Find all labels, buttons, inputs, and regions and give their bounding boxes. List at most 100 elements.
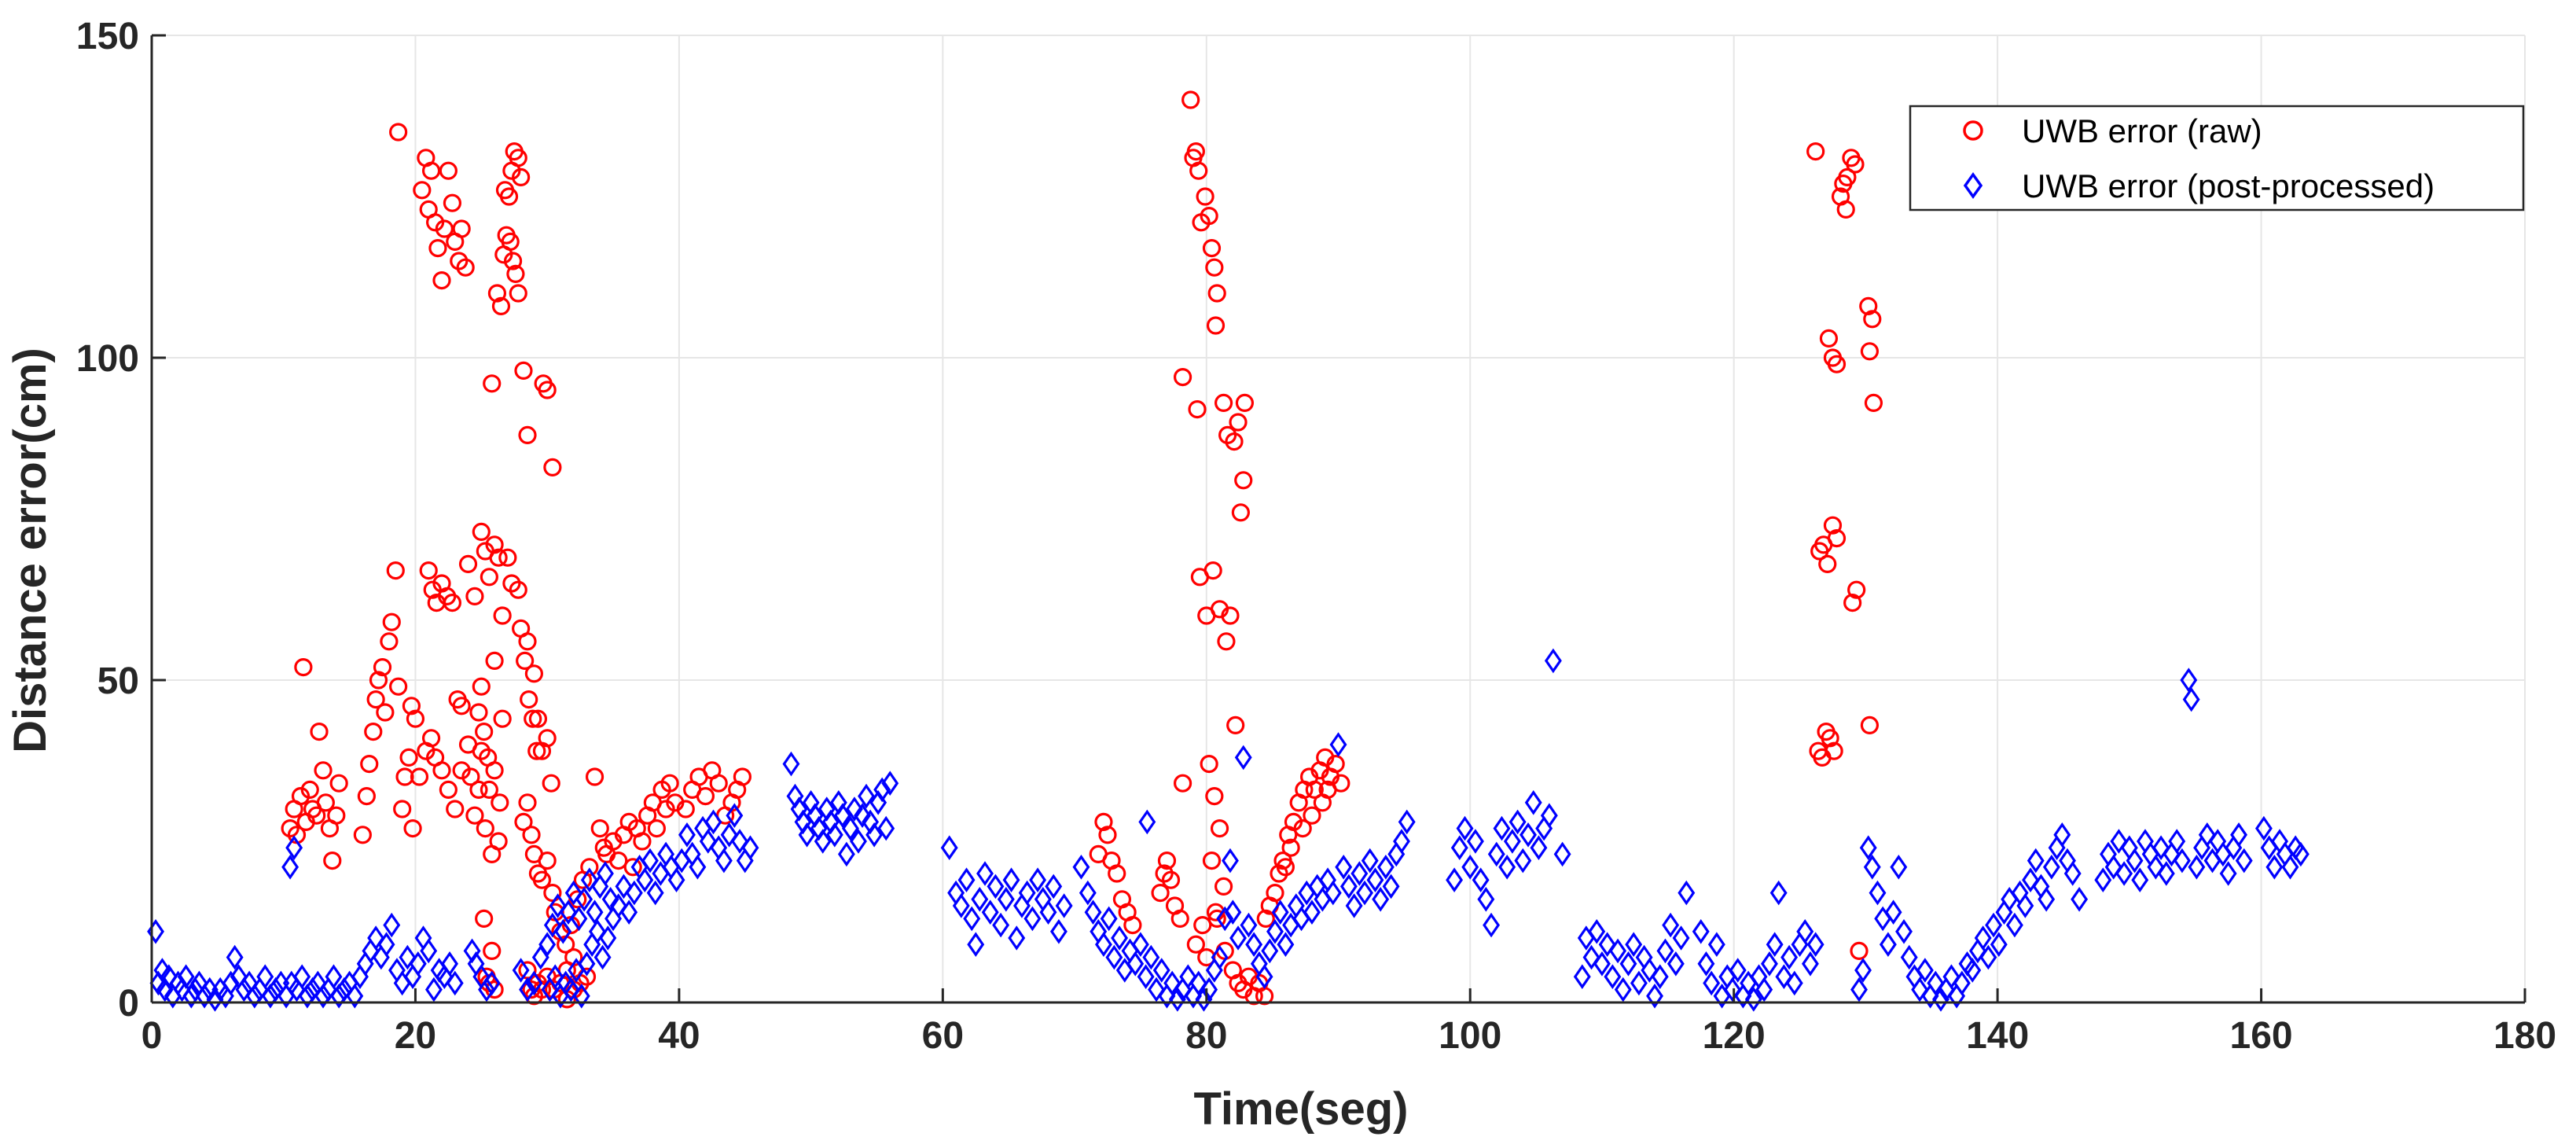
post-processed-error-point (1137, 964, 1155, 990)
raw-error-point (472, 522, 491, 542)
raw-error-point (623, 858, 642, 877)
raw-error-point (382, 612, 401, 631)
raw-error-point (1256, 909, 1275, 929)
post-processed-error-point (186, 977, 204, 1002)
post-processed-error-point (1964, 958, 1982, 983)
post-processed-error-point (2235, 848, 2253, 874)
post-processed-error-point (992, 912, 1010, 938)
post-processed-error-point (814, 829, 832, 854)
post-processed-error-point (1131, 932, 1149, 958)
raw-error-point (538, 851, 557, 870)
post-processed-error-point (1651, 964, 1669, 990)
raw-error-point (357, 786, 376, 806)
raw-error-point (1170, 909, 1189, 929)
post-processed-error-point (572, 983, 590, 1009)
post-processed-error-point (554, 918, 572, 944)
post-processed-error-point (543, 912, 561, 938)
raw-error-point (323, 851, 342, 870)
post-processed-error-point (1002, 867, 1020, 893)
post-processed-error-point (715, 848, 733, 874)
raw-error-point (465, 587, 484, 606)
post-processed-error-point (2173, 848, 2191, 874)
post-processed-error-point (2053, 822, 2071, 848)
post-processed-error-point (1625, 932, 1643, 958)
raw-error-point (1818, 554, 1837, 574)
raw-error-point (469, 780, 488, 800)
post-processed-error-point (1148, 977, 1165, 1002)
post-processed-error-point (963, 906, 981, 932)
post-processed-error-point (609, 893, 627, 918)
raw-error-point (1860, 715, 1880, 735)
post-processed-error-point (1079, 880, 1097, 906)
post-processed-error-point (1916, 958, 1934, 983)
raw-error-point (364, 722, 383, 741)
post-processed-error-point (1927, 970, 1945, 996)
legend-post-marker (1963, 171, 1983, 200)
post-processed-error-point (873, 777, 891, 803)
post-processed-error-point (1234, 745, 1252, 771)
post-processed-error-point (940, 835, 958, 861)
post-processed-error-point (1573, 964, 1591, 990)
raw-error-point (475, 722, 494, 741)
raw-error-point (480, 568, 498, 587)
raw-error-point (633, 832, 652, 851)
post-processed-error-point (1152, 958, 1170, 983)
post-processed-error-point (1520, 822, 1537, 848)
post-processed-error-point (2038, 886, 2056, 912)
raw-error-point (1827, 528, 1847, 548)
raw-error-point (493, 709, 512, 728)
post-processed-error-point (2071, 886, 2089, 912)
post-processed-error-point (1859, 835, 1877, 861)
post-processed-error-point (1477, 886, 1495, 912)
raw-error-point (393, 800, 412, 818)
post-processed-error-point (1619, 951, 1637, 977)
post-processed-error-point (726, 803, 744, 829)
raw-error-point (439, 780, 458, 800)
post-processed-error-point (1724, 977, 1741, 1002)
raw-error-point (660, 774, 679, 793)
raw-error-point (443, 593, 462, 612)
post-processed-error-point (1277, 932, 1295, 958)
raw-error-point (413, 181, 432, 200)
post-processed-error-point (2094, 867, 2112, 893)
post-processed-error-point (586, 899, 604, 925)
post-processed-error-point (798, 822, 816, 848)
post-processed-error-point (245, 983, 263, 1009)
post-processed-error-point (1222, 848, 1239, 874)
raw-error-point (307, 806, 326, 825)
post-processed-error-point (546, 964, 564, 990)
post-processed-error-point (1692, 918, 1710, 944)
raw-error-point (314, 761, 333, 780)
raw-error-point (1200, 754, 1218, 774)
raw-error-point (1235, 393, 1255, 413)
post-processed-error-point (2131, 867, 2149, 893)
raw-error-point (1326, 754, 1345, 774)
post-processed-error-point (1697, 951, 1715, 977)
post-processed-error-point (377, 932, 395, 958)
post-processed-error-point (1755, 977, 1773, 1002)
raw-error-point (516, 651, 535, 671)
post-processed-error-point (881, 771, 899, 796)
raw-error-point (485, 980, 504, 999)
post-processed-error-point (2022, 867, 2039, 893)
raw-error-point (1226, 715, 1245, 735)
legend[interactable]: UWB error (raw) UWB error (post-processe… (1909, 105, 2525, 212)
post-processed-error-point (1138, 809, 1156, 835)
post-processed-error-point (846, 796, 863, 822)
post-processed-error-point (1985, 912, 2003, 938)
post-processed-error-point (1049, 918, 1068, 944)
post-processed-error-point (564, 880, 582, 906)
post-processed-error-point (646, 880, 664, 906)
post-processed-error-point (1707, 932, 1725, 958)
raw-error-point (1098, 826, 1117, 844)
raw-error-point (435, 219, 454, 238)
post-processed-error-point (1884, 899, 1902, 925)
post-processed-error-point (1729, 958, 1747, 983)
raw-error-point (389, 677, 408, 696)
raw-error-point (1318, 780, 1337, 800)
raw-error-point (380, 632, 399, 651)
post-processed-error-point (1869, 880, 1887, 906)
post-processed-error-point (222, 970, 240, 996)
legend-raw-label: UWB error (raw) (2022, 112, 2262, 149)
post-processed-error-point (1029, 867, 1047, 893)
